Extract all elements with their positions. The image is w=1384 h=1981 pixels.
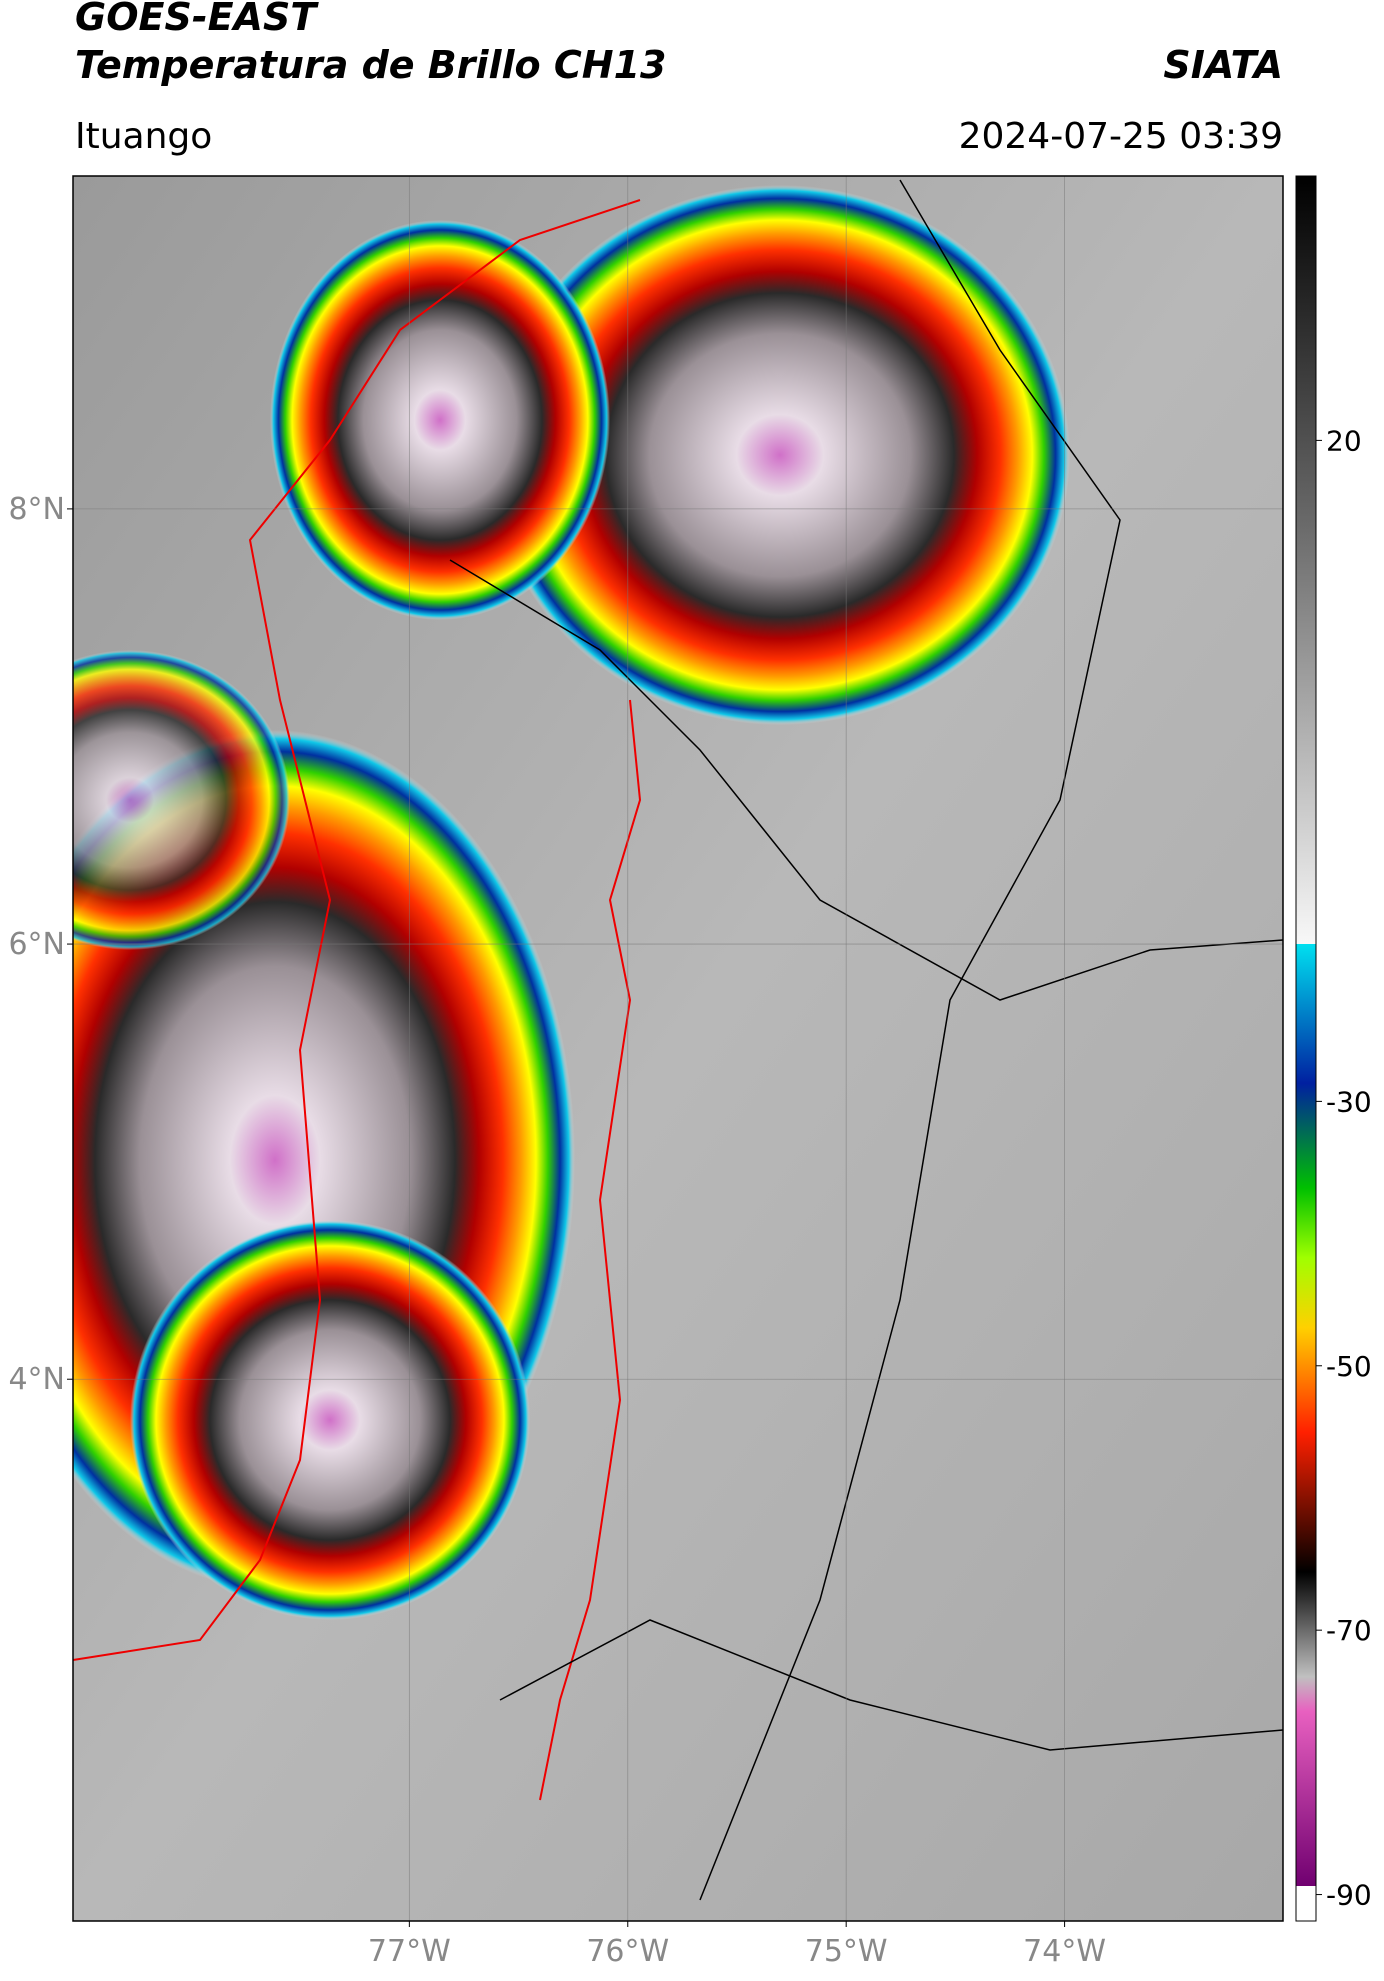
department-border — [699, 179, 1121, 1901]
subtitle: Temperatura de Brillo CH13 — [75, 43, 666, 87]
map-image — [73, 176, 1283, 1921]
region-border — [539, 699, 642, 1801]
colorbar — [1295, 175, 1317, 1922]
x-tick-label: 74°W — [1023, 1934, 1106, 1969]
storm-cloud — [490, 185, 1070, 725]
y-tick-label: 8°N — [8, 492, 65, 527]
colorbar-tick-label: -90 — [1326, 1879, 1372, 1912]
storm-cloud — [130, 1220, 530, 1620]
colorbar-tick-label: -50 — [1326, 1350, 1372, 1383]
datetime: 2024-07-25 03:39 — [959, 116, 1283, 157]
storm-cloud — [270, 220, 610, 620]
colorbar-tick-label: 20 — [1326, 424, 1362, 457]
title: GOES-EAST — [75, 0, 319, 39]
department-border — [449, 559, 1283, 1001]
colorbar-tick-label: -70 — [1326, 1614, 1372, 1647]
grid — [73, 176, 1283, 1921]
x-tick-label: 75°W — [805, 1934, 888, 1969]
storm-cloud — [73, 650, 290, 950]
map-frame — [72, 175, 1284, 1922]
y-tick-label: 6°N — [8, 927, 65, 962]
coastline — [73, 199, 641, 1661]
source: SIATA — [1163, 43, 1283, 87]
department-border — [499, 1619, 1283, 1751]
y-tick-label: 4°N — [8, 1362, 65, 1397]
x-tick-label: 76°W — [586, 1934, 669, 1969]
x-tick-label: 77°W — [368, 1934, 451, 1969]
location: Ituango — [75, 116, 212, 157]
colorbar-tick-label: -30 — [1326, 1085, 1372, 1118]
